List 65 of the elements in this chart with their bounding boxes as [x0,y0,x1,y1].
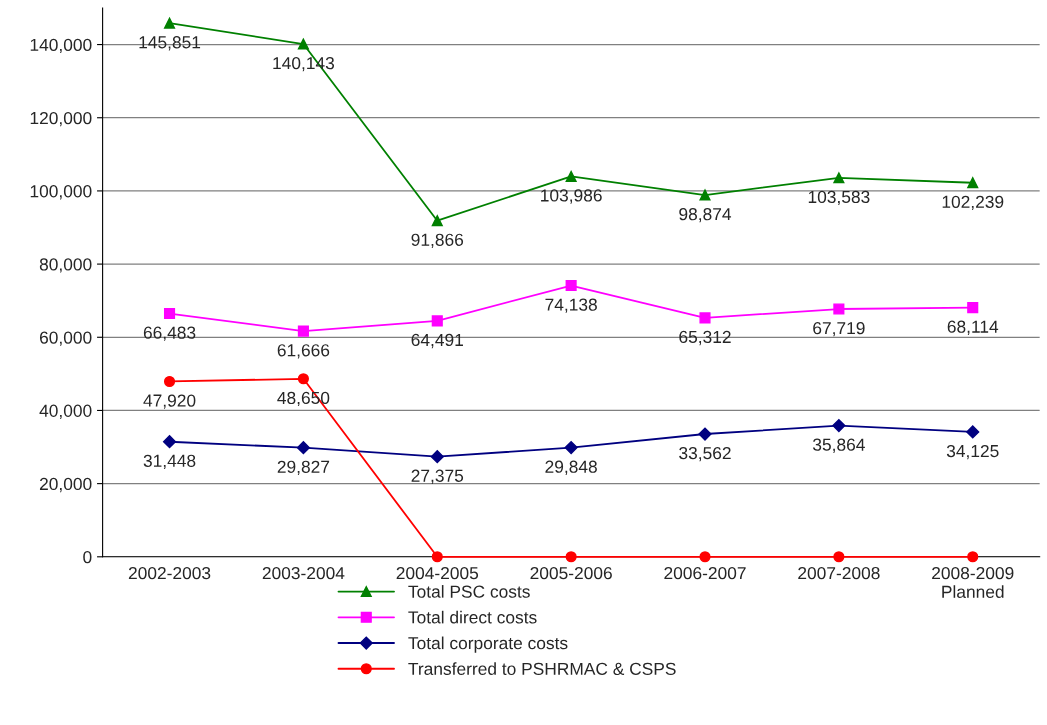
data-label: 103,583 [808,190,870,206]
data-label: 67,719 [813,321,865,337]
data-label: 91,866 [411,233,464,248]
data-label: 29,827 [277,460,330,475]
x-tick-label: 2006-2007 [664,566,746,580]
point [832,418,846,433]
data-label: 33,562 [679,446,731,462]
data-label: 29,848 [545,460,597,475]
y-tick-label: 60,000 [39,331,92,346]
point [163,307,176,320]
point [699,551,711,563]
data-label: 74,138 [545,298,597,313]
point [565,279,577,292]
data-label: 35,864 [812,438,865,453]
x-tick-label: 2004-2005 [396,566,479,580]
y-tick-label: 140,000 [30,38,92,54]
x-tick-label: 2003-2004 [262,566,345,580]
point [163,375,176,388]
legend-label: Total direct costs [408,610,537,624]
legend-label: Transferred to PSHRMAC & CSPS [408,662,676,676]
point [162,435,177,449]
data-label: 34,125 [946,444,999,460]
data-label: 47,920 [143,394,196,409]
point [297,38,309,50]
point [833,172,845,184]
y-tick-label: 100,000 [30,185,92,200]
point [967,177,979,189]
y-tick-label: 80,000 [39,258,92,273]
point [699,189,711,201]
point [297,373,309,385]
data-label: 102,239 [942,195,1004,211]
y-tick-label: 0 [83,550,92,564]
point [431,551,443,563]
point [296,441,310,455]
legend-label: Total PSC costs [408,585,530,598]
point [565,551,577,563]
point [430,450,444,464]
point [699,312,711,324]
data-label: 103,986 [541,189,602,204]
point [431,315,443,327]
data-label: 61,666 [277,344,330,359]
point [967,551,979,563]
point [966,425,980,439]
point [967,302,979,314]
point [833,303,845,315]
point [565,170,577,182]
y-tick-label: 20,000 [39,477,92,493]
point [698,427,712,441]
data-label: 98,874 [679,207,732,223]
point [163,17,176,29]
x-tick-label: 2008-2009 Planned [932,566,1014,598]
point [833,551,845,563]
data-label: 27,375 [411,469,464,484]
data-label: 31,448 [143,454,196,470]
data-label: 68,114 [947,320,999,335]
legend-label: Total corporate costs [408,636,568,653]
x-tick-label: 2007-2008 [798,566,880,580]
point [431,215,443,227]
x-tick-label: 2002-2003 [128,566,211,580]
point [564,441,578,455]
y-tick-label: 40,000 [39,404,92,419]
data-label: 64,491 [411,333,463,349]
y-tick-label: 120,000 [30,111,92,127]
point [297,325,309,337]
x-tick-label: 2005-2006 [530,566,612,580]
